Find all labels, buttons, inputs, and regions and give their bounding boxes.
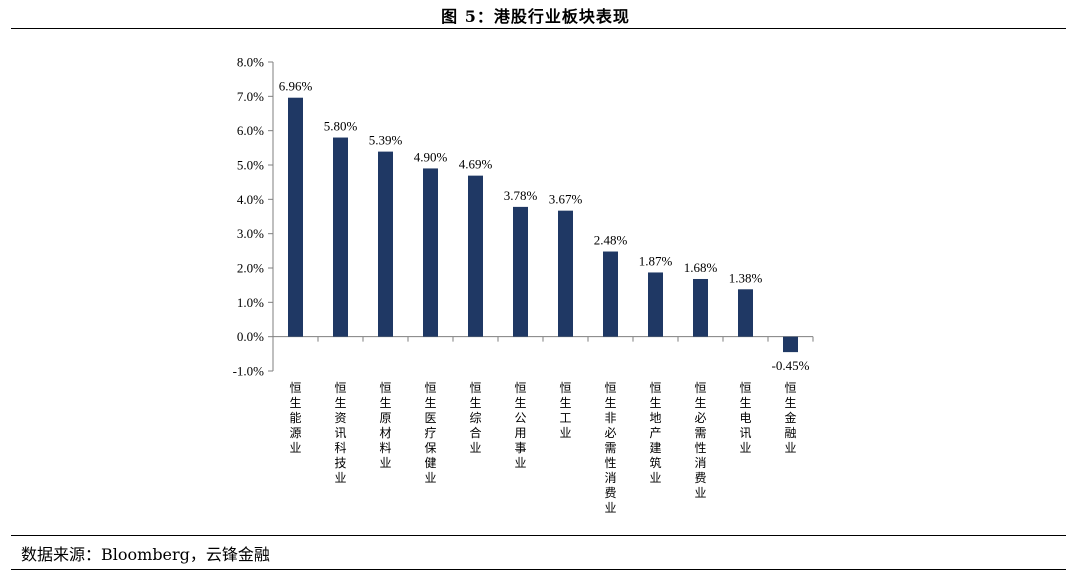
y-tick-label: 4.0% bbox=[237, 192, 264, 207]
data-label: 1.38% bbox=[729, 270, 763, 285]
bar bbox=[423, 168, 438, 337]
y-tick-label: 2.0% bbox=[237, 261, 264, 276]
bar bbox=[693, 278, 708, 337]
data-label: 3.67% bbox=[549, 192, 583, 207]
category-label: 恒生必需性消费业 bbox=[694, 381, 706, 500]
data-label: 2.48% bbox=[594, 233, 628, 248]
bar bbox=[468, 175, 483, 337]
data-label: 4.90% bbox=[414, 149, 448, 164]
data-label: 5.39% bbox=[369, 133, 403, 148]
category-label: 恒生资讯科技业 bbox=[334, 381, 346, 485]
source-note: 数据来源：Bloomberg，云锋金融 bbox=[21, 545, 270, 564]
bottom-rule bbox=[11, 569, 1066, 570]
y-tick-label: 0.0% bbox=[237, 329, 264, 344]
category-label: 恒生综合业 bbox=[469, 381, 481, 455]
y-tick-label: 3.0% bbox=[237, 226, 264, 241]
data-label: 5.80% bbox=[324, 119, 358, 134]
bar-chart: -1.0% 0.0% 1.0% 2.0% 3.0% 4.0% 5.0% 6.0% 7.0% 8.0… bbox=[233, 55, 814, 515]
bar bbox=[738, 289, 753, 337]
data-label: 3.78% bbox=[504, 188, 538, 203]
bar bbox=[513, 206, 528, 337]
bar bbox=[783, 336, 798, 353]
figure-title: 图 5：港股行业板块表现 bbox=[441, 7, 630, 26]
category-label: 恒生能源业 bbox=[289, 381, 301, 455]
top-rule bbox=[11, 28, 1066, 29]
source-top-rule bbox=[11, 535, 1066, 536]
category-label: 恒生工业 bbox=[559, 381, 571, 440]
data-label: 4.69% bbox=[459, 157, 493, 172]
data-label: 1.68% bbox=[684, 260, 718, 275]
category-label: 恒生原材料业 bbox=[379, 381, 391, 470]
bar bbox=[378, 151, 393, 337]
y-tick-label: 1.0% bbox=[237, 295, 264, 310]
data-label: 1.87% bbox=[639, 253, 673, 268]
y-tick-label: 7.0% bbox=[237, 89, 264, 104]
category-label: 恒生医疗保健业 bbox=[424, 381, 436, 485]
bar bbox=[333, 137, 348, 337]
y-tick-label: 6.0% bbox=[237, 123, 264, 138]
bar bbox=[648, 272, 663, 337]
data-label: -0.45% bbox=[772, 358, 810, 373]
y-tick-label: 5.0% bbox=[237, 158, 264, 173]
bar bbox=[288, 97, 303, 337]
category-label: 恒生非必需性消费业 bbox=[604, 381, 616, 515]
bar bbox=[603, 251, 618, 337]
data-label: 6.96% bbox=[279, 79, 313, 94]
category-label: 恒生地产建筑业 bbox=[649, 381, 661, 485]
category-label: 恒生公用事业 bbox=[514, 381, 526, 470]
y-tick-label: 8.0% bbox=[237, 55, 264, 70]
y-tick-label: -1.0% bbox=[233, 364, 265, 379]
category-label: 恒生金融业 bbox=[784, 381, 796, 455]
bar bbox=[558, 210, 573, 337]
category-label: 恒生电讯业 bbox=[739, 381, 751, 455]
